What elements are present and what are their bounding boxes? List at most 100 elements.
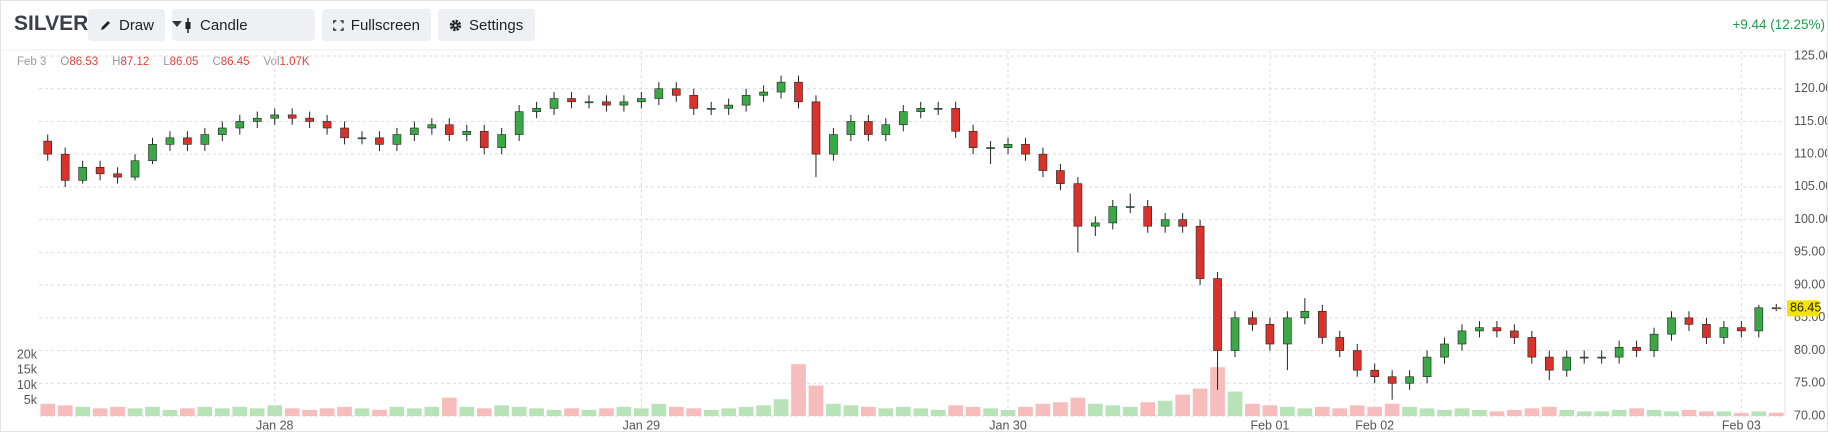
- candle-body: [567, 98, 576, 103]
- volume-bar: [1402, 406, 1417, 416]
- candle: [864, 114, 873, 142]
- candle: [689, 88, 699, 115]
- x-tick-label: Feb 03: [1722, 418, 1761, 431]
- candle: [43, 134, 53, 161]
- volume-bar: [1734, 412, 1749, 416]
- volume-bar: [459, 406, 475, 416]
- volume-bar: [808, 385, 824, 416]
- draw-button[interactable]: Draw: [88, 9, 165, 41]
- volume-bar: [1227, 391, 1243, 416]
- candle: [881, 118, 891, 142]
- volume-bar: [773, 399, 789, 416]
- volume-bar: [1018, 406, 1033, 416]
- volume-bar: [57, 405, 73, 416]
- candle: [1335, 330, 1345, 358]
- volume-bar: [1541, 406, 1557, 416]
- candle: [1614, 340, 1624, 364]
- candle-body: [916, 108, 926, 112]
- candle: [1370, 363, 1379, 384]
- candle-body: [1475, 327, 1484, 332]
- candle-body: [1265, 324, 1275, 345]
- candle: [916, 101, 926, 119]
- settings-button[interactable]: Settings: [438, 9, 535, 41]
- volume-bar: [1262, 405, 1278, 416]
- candle-body: [340, 127, 349, 139]
- volume-bar: [1035, 403, 1051, 416]
- volume-bar: [197, 406, 213, 416]
- candle: [1248, 311, 1257, 331]
- candle-body: [898, 111, 908, 126]
- volume-bar: [546, 409, 562, 416]
- fullscreen-button[interactable]: Fullscreen: [322, 9, 431, 41]
- candle: [1719, 321, 1729, 344]
- volume-bar: [1105, 405, 1121, 416]
- volume-tick-label: 20k: [17, 347, 38, 361]
- candle: [1457, 324, 1467, 351]
- volume-bar: [1611, 409, 1627, 416]
- candle-body: [252, 117, 262, 122]
- candle: [1737, 321, 1746, 338]
- candle: [1579, 350, 1589, 364]
- volume-bar: [616, 406, 632, 416]
- candle-body: [218, 127, 227, 135]
- candle: [1387, 370, 1397, 400]
- candle-body: [427, 124, 437, 129]
- candle-body: [1178, 219, 1187, 227]
- candle: [706, 101, 716, 115]
- candle-body: [1579, 356, 1589, 359]
- volume-bar: [1245, 403, 1260, 416]
- volume-bar: [1210, 367, 1225, 416]
- candle-button[interactable]: Candle: [172, 9, 315, 41]
- y-tick-label: 80.00: [1794, 343, 1825, 357]
- volume-bar: [1349, 405, 1365, 416]
- volume-bar: [1000, 409, 1016, 416]
- candle: [1003, 137, 1013, 155]
- volume-bar: [232, 406, 248, 416]
- candle-body: [933, 108, 943, 110]
- volume-bar: [1053, 402, 1068, 416]
- candle-body: [287, 114, 297, 119]
- volume-bar: [1175, 394, 1190, 416]
- candle-body: [1352, 350, 1362, 371]
- fullscreen-icon: [333, 19, 344, 31]
- volume-bar: [1192, 388, 1208, 416]
- candle: [1213, 272, 1222, 390]
- candle-body: [392, 134, 402, 145]
- volume-bar: [389, 406, 405, 416]
- candle: [1143, 200, 1153, 233]
- candle: [1422, 350, 1432, 384]
- volume-bar: [1507, 409, 1522, 416]
- candle-body: [532, 108, 541, 112]
- volume-bar: [1367, 406, 1383, 416]
- candle: [1684, 311, 1694, 331]
- candle-body: [1405, 376, 1414, 384]
- candle: [130, 154, 140, 181]
- candle-body: [183, 137, 192, 145]
- y-tick-label: 90.00: [1794, 277, 1825, 291]
- button-label: Fullscreen: [350, 16, 420, 34]
- candle: [1754, 304, 1764, 338]
- candle-body: [322, 121, 332, 129]
- candle: [619, 95, 629, 112]
- volume-bar: [1576, 411, 1592, 416]
- candle: [759, 85, 768, 102]
- candle-body: [357, 137, 367, 140]
- candle: [741, 88, 751, 112]
- gear-icon: [449, 19, 462, 31]
- candle: [1475, 321, 1484, 338]
- volume-bar: [756, 405, 771, 416]
- candle: [951, 101, 960, 138]
- candle-body: [1667, 317, 1676, 335]
- candle-body: [619, 101, 629, 106]
- volume-bar: [791, 364, 806, 416]
- candle: [148, 137, 157, 164]
- volume-bar: [703, 409, 719, 416]
- candle-body: [1492, 327, 1502, 332]
- volume-bar: [214, 408, 230, 416]
- candle: [95, 160, 105, 181]
- last-price-box: [1787, 300, 1819, 317]
- volume-bar: [1629, 408, 1644, 416]
- candle-body: [776, 81, 786, 93]
